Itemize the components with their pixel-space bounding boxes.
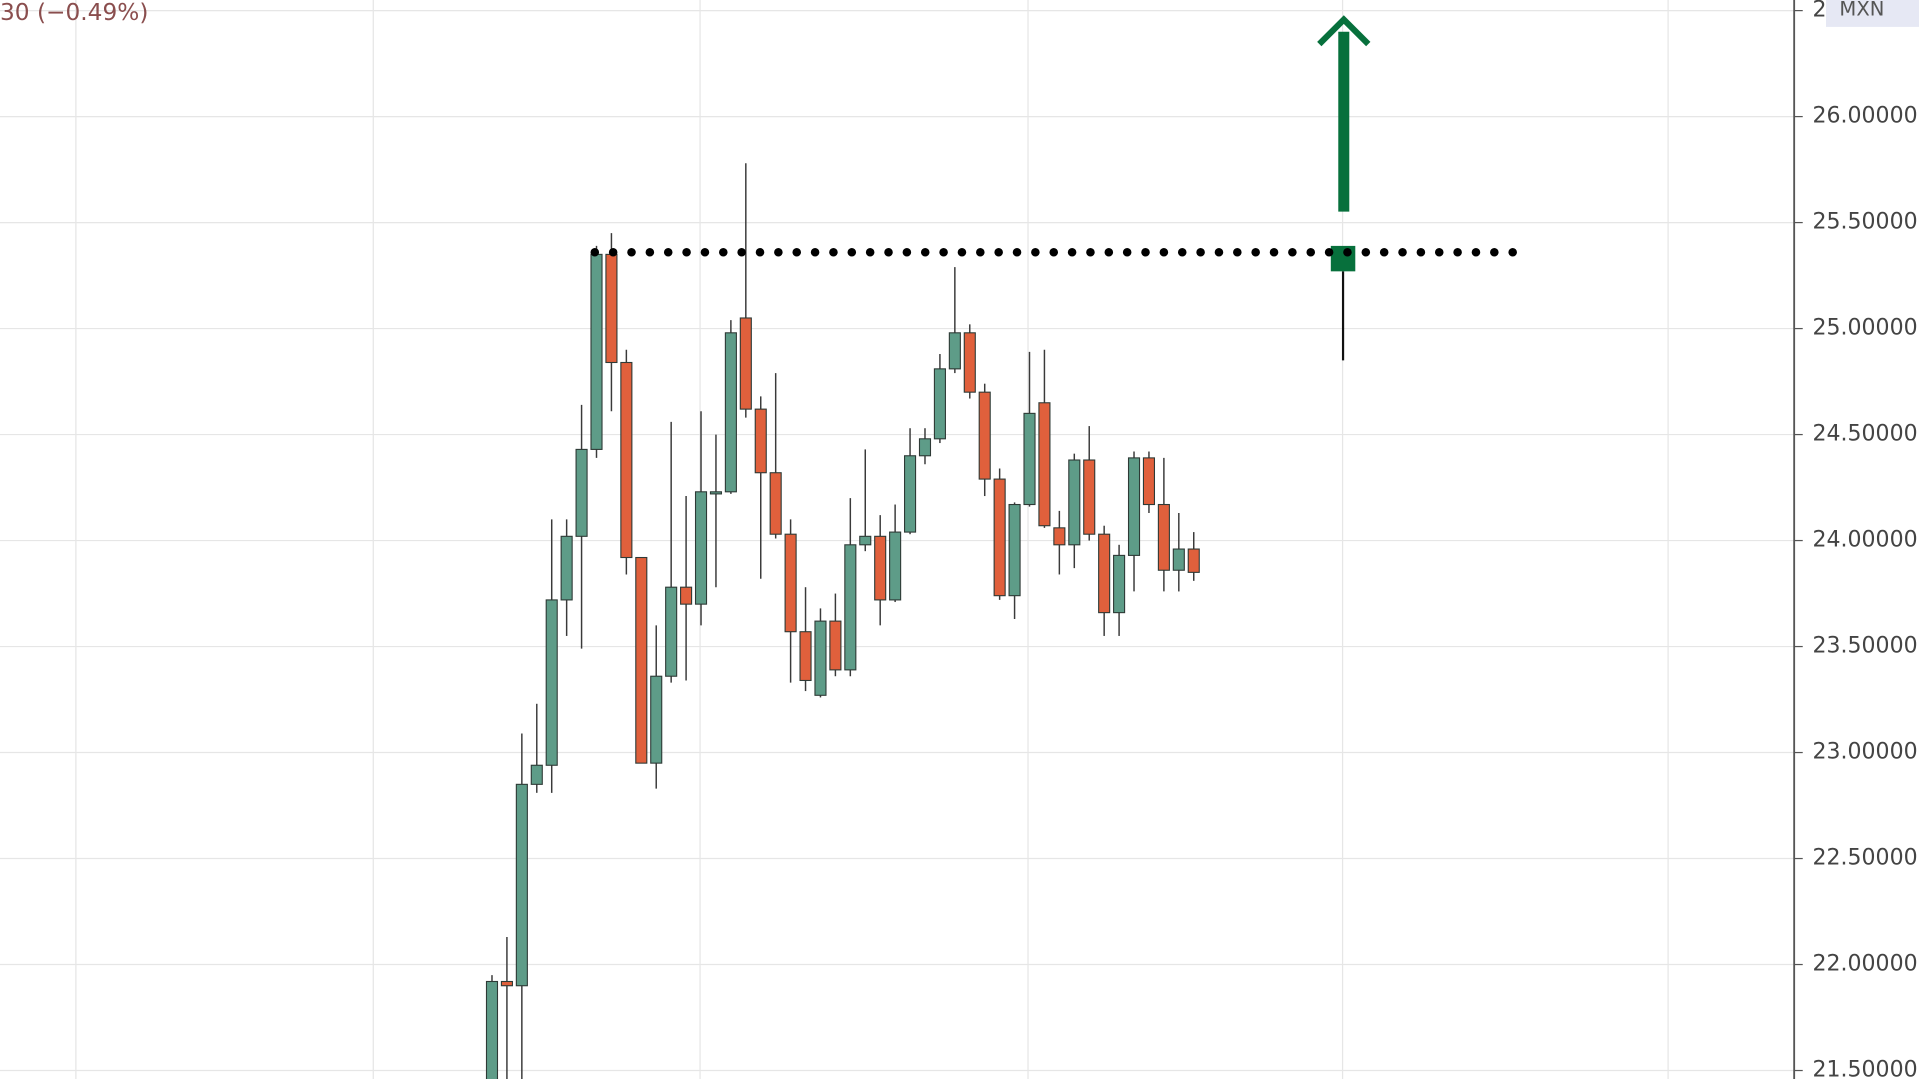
candle-body	[829, 620, 842, 671]
candle-body	[844, 544, 857, 671]
candle-body	[754, 408, 767, 474]
up-arrow	[1317, 15, 1371, 212]
candle-body	[963, 332, 976, 393]
candle-body	[485, 980, 499, 1079]
currency-label: MXN	[1839, 0, 1884, 20]
candle-body	[993, 478, 1006, 597]
candle-body	[889, 531, 902, 601]
y-tick-label: 26.00000	[1813, 104, 1918, 129]
candle-body	[799, 631, 812, 682]
candle-body	[1127, 457, 1141, 556]
candle-body	[918, 438, 932, 457]
candle-body	[1038, 402, 1051, 527]
candle-body	[1083, 459, 1096, 535]
candle-body	[560, 535, 573, 601]
candle-body	[665, 586, 678, 677]
candle-body	[739, 317, 752, 410]
plot	[0, 9, 1795, 1079]
header-text: 30 (−0.49%)	[0, 0, 148, 26]
currency-box	[1825, 0, 1919, 27]
y-tick-label: 22.00000	[1813, 952, 1918, 977]
candle-body	[1172, 548, 1185, 571]
candle-body	[709, 491, 723, 495]
candle-body	[1187, 548, 1200, 573]
candle-body	[1098, 533, 1111, 614]
candle-body	[903, 455, 917, 533]
candle-body	[605, 253, 618, 364]
candle-body	[1113, 554, 1126, 614]
candle-body	[1068, 459, 1081, 546]
candle-body	[650, 675, 663, 764]
candle-body	[1157, 503, 1170, 571]
vertical-grid	[75, 0, 1669, 1079]
candle-body	[874, 535, 887, 601]
candle-body	[590, 253, 603, 450]
y-tick-label: 23.50000	[1813, 634, 1918, 659]
candle-body	[515, 783, 528, 987]
candle-body	[948, 332, 961, 370]
y-tick-label: 25.50000	[1813, 210, 1918, 235]
candle-body	[635, 556, 648, 764]
y-tick-label: 24.50000	[1813, 422, 1918, 447]
candle-body	[575, 448, 588, 537]
candle-body	[814, 620, 827, 696]
candle-body	[784, 533, 797, 633]
y-tick-label: 21.50000	[1813, 1058, 1918, 1079]
candle-body	[620, 361, 633, 559]
candle-body	[724, 332, 737, 493]
candle-body	[500, 980, 513, 987]
candle-body	[680, 586, 693, 605]
candle-body	[545, 599, 558, 766]
candle-body	[933, 368, 946, 440]
y-tick-label: 24.00000	[1813, 528, 1918, 553]
breakout-body	[1330, 245, 1356, 272]
candle-body	[530, 764, 543, 785]
candle-body	[694, 491, 708, 605]
y-tick-label: 25.00000	[1813, 316, 1918, 341]
price-axis: 21.50000 22.00000 22.50000 23.00000 23.50000…	[1794, 0, 1918, 1079]
candle-body	[1142, 457, 1156, 506]
y-tick-label: 22.50000	[1813, 846, 1918, 871]
arrow-head	[1317, 15, 1371, 47]
candle-body	[1053, 527, 1066, 546]
candle-body	[859, 535, 872, 546]
candle-body	[1008, 503, 1021, 597]
y-tick-label: 23.00000	[1813, 740, 1918, 765]
candle-body	[978, 391, 991, 480]
candle-body	[1023, 412, 1036, 506]
candle-body	[769, 472, 782, 535]
